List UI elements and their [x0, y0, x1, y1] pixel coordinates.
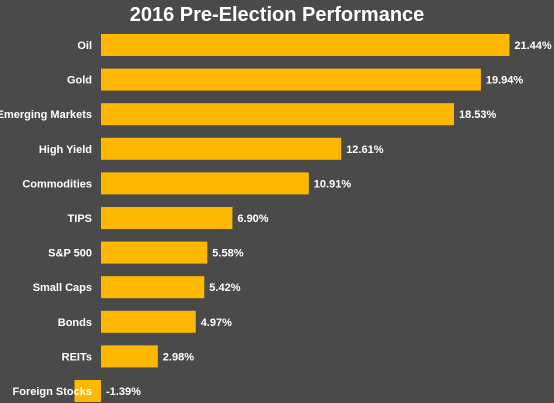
chart-title: 2016 Pre-Election Performance — [129, 4, 425, 26]
category-label-tips: TIPS — [68, 213, 92, 225]
value-label-high-yield: 12.61% — [346, 144, 384, 156]
value-label-sandp-500: 5.58% — [212, 248, 243, 260]
category-label-sandp-500: S&P 500 — [48, 248, 92, 260]
value-label-emerging-markets: 18.53% — [459, 109, 497, 121]
bar-bonds — [101, 310, 196, 333]
category-label-high-yield: High Yield — [39, 144, 92, 156]
bar-reits — [101, 345, 158, 368]
category-label-reits: REITs — [62, 351, 92, 363]
bar-foreign-stocks — [74, 380, 101, 402]
category-label-foreign-stocks: Foreign Stocks — [13, 386, 92, 398]
category-label-gold: Gold — [67, 75, 92, 87]
category-label-oil: Oil — [77, 40, 92, 52]
value-label-bonds: 4.97% — [201, 317, 232, 329]
value-label-tips: 6.90% — [237, 213, 268, 225]
bar-tips — [101, 207, 233, 229]
category-label-emerging-markets: Emerging Markets — [0, 109, 92, 121]
bar-small-caps — [101, 276, 205, 299]
category-label-small-caps: Small Caps — [33, 282, 92, 294]
bar-emerging-markets — [101, 103, 454, 126]
bar-oil — [101, 34, 510, 56]
category-label-bonds: Bonds — [58, 317, 92, 329]
bar-commodities — [101, 172, 309, 195]
bar-high-yield — [101, 137, 342, 160]
value-label-commodities: 10.91% — [314, 178, 352, 190]
value-label-small-caps: 5.42% — [209, 282, 240, 294]
bar-sandp-500 — [101, 241, 208, 264]
value-label-foreign-stocks: -1.39% — [106, 386, 141, 398]
bar-gold — [101, 68, 481, 91]
value-label-reits: 2.98% — [163, 351, 194, 363]
value-label-gold: 19.94% — [486, 75, 524, 87]
value-label-oil: 21.44% — [514, 40, 552, 52]
category-label-commodities: Commodities — [22, 178, 92, 190]
